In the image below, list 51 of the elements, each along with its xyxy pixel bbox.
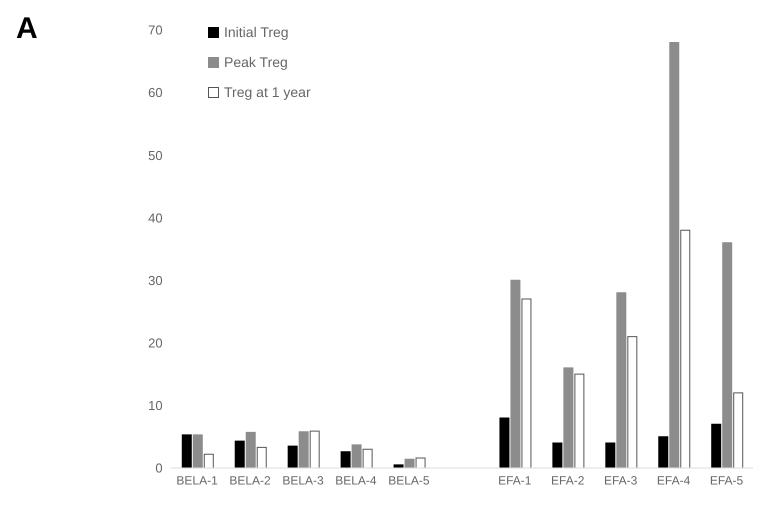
bar (733, 392, 744, 468)
legend-label: Initial Treg (224, 24, 289, 40)
bar (605, 442, 616, 468)
bar (256, 446, 267, 468)
bar (310, 430, 320, 468)
legend-label: Peak Treg (224, 54, 288, 70)
bar (246, 432, 256, 468)
bar (340, 451, 351, 468)
bar (352, 444, 362, 468)
x-tick-label: EFA-4 (656, 474, 691, 488)
bar (404, 458, 415, 468)
bar (563, 367, 574, 468)
bar (574, 374, 584, 468)
text: A (16, 12, 38, 46)
x-tick-label: BELA-1 (176, 474, 218, 488)
bar (234, 440, 245, 468)
bar (658, 436, 668, 468)
bar (182, 434, 192, 468)
bar (298, 431, 309, 468)
bar (722, 242, 732, 468)
x-tick-label: BELA-5 (388, 474, 430, 488)
x-tick-label: EFA-2 (551, 474, 585, 488)
x-tick-label: BELA-2 (229, 474, 272, 488)
x-tick-label: EFA-5 (710, 474, 744, 488)
x-tick-label: EFA-1 (498, 474, 532, 488)
bar (521, 298, 532, 468)
bar (288, 446, 298, 468)
y-tick-label: 40 (148, 210, 163, 226)
bar (669, 42, 680, 468)
legend-label: Treg at 1 year (224, 84, 311, 100)
y-tick-label: 70 (148, 22, 163, 38)
y-tick-label: 60 (148, 85, 163, 100)
bar (680, 230, 690, 468)
bar (711, 424, 722, 468)
bar (627, 336, 638, 468)
bar (416, 457, 426, 468)
bar (510, 280, 520, 468)
bar (192, 434, 203, 468)
x-tick-label: BELA-4 (335, 474, 377, 488)
y-tick-label: 10 (148, 398, 163, 414)
y-tick-label: 30 (148, 272, 163, 288)
bar (499, 417, 510, 468)
bar (552, 442, 562, 468)
bar (616, 292, 626, 468)
bar (204, 454, 214, 468)
y-tick-label: 0 (155, 460, 163, 476)
y-tick-label: 50 (148, 148, 163, 163)
y-tick-label: 20 (148, 335, 163, 350)
x-tick-label: EFA-3 (604, 474, 638, 488)
x-tick-label: BELA-3 (282, 474, 324, 488)
bar (362, 448, 373, 468)
